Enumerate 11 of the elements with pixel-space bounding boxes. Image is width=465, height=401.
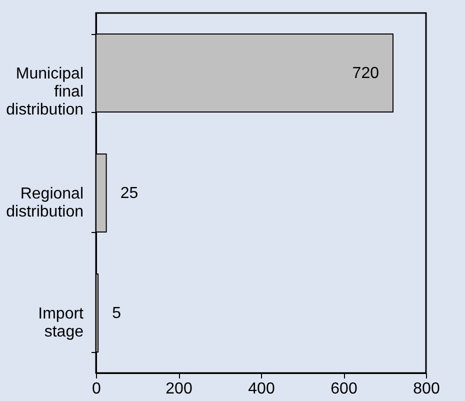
x-tick-label: 800 (413, 380, 440, 398)
x-tick-label: 600 (330, 380, 358, 398)
data-label: 5 (112, 305, 122, 322)
y-tick-label: Municipal final distribution (6, 66, 84, 118)
y-tick-label: Import stage (38, 306, 84, 340)
y-tick-label: Regional distribution (6, 186, 84, 220)
x-tick-label: 0 (92, 380, 102, 398)
x-tick-label: 200 (166, 380, 192, 398)
data-label: 25 (120, 185, 138, 202)
x-tick-label: 400 (248, 380, 275, 398)
data-label: 720 (352, 65, 380, 82)
